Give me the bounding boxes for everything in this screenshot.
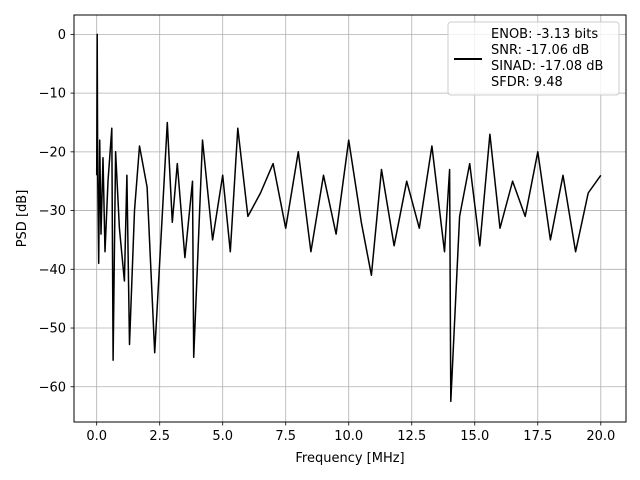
- y-axis-label: PSD [dB]: [15, 190, 30, 248]
- y-tick-label: −60: [39, 380, 66, 395]
- plot-area-frame: [73, 14, 627, 423]
- psd-trace: [95, 33, 602, 403]
- x-tick-label: 5.0: [212, 429, 233, 444]
- x-axis-label: Frequency [MHz]: [295, 451, 404, 466]
- legend-entry-enob: ENOB: -3.13 bits: [491, 27, 598, 42]
- y-tick-label: −10: [39, 87, 66, 102]
- legend: ENOB: -3.13 bits SNR: -17.06 dB SINAD: -…: [447, 21, 620, 96]
- legend-box: [447, 21, 620, 96]
- legend-entry-snr: SNR: -17.06 dB: [491, 43, 589, 58]
- x-tick-label: 15.0: [460, 429, 489, 444]
- y-tick-label: −20: [39, 145, 66, 160]
- legend-entry-sfdr: SFDR: 9.48: [491, 75, 563, 90]
- x-tick-label: 17.5: [523, 429, 552, 444]
- axis-ticks: 0.0 2.5 5.0 7.5 10.0 12.5 15.0 17.5 20.0 0 −10 −20 −…: [39, 28, 616, 444]
- y-tick-label: −40: [39, 263, 66, 278]
- x-tick-label: 7.5: [275, 429, 296, 444]
- x-tick-label: 0.0: [86, 429, 107, 444]
- legend-entry-sinad: SINAD: -17.08 dB: [491, 59, 603, 74]
- x-tick-label: 12.5: [397, 429, 426, 444]
- x-tick-label: 10.0: [334, 429, 363, 444]
- x-tick-label: 20.0: [586, 429, 615, 444]
- y-tick-label: −30: [39, 204, 66, 219]
- psd-series-line: [95, 33, 602, 403]
- y-tick-label: −50: [39, 322, 66, 337]
- y-tick-label: 0: [58, 28, 66, 43]
- x-tick-label: 2.5: [149, 429, 170, 444]
